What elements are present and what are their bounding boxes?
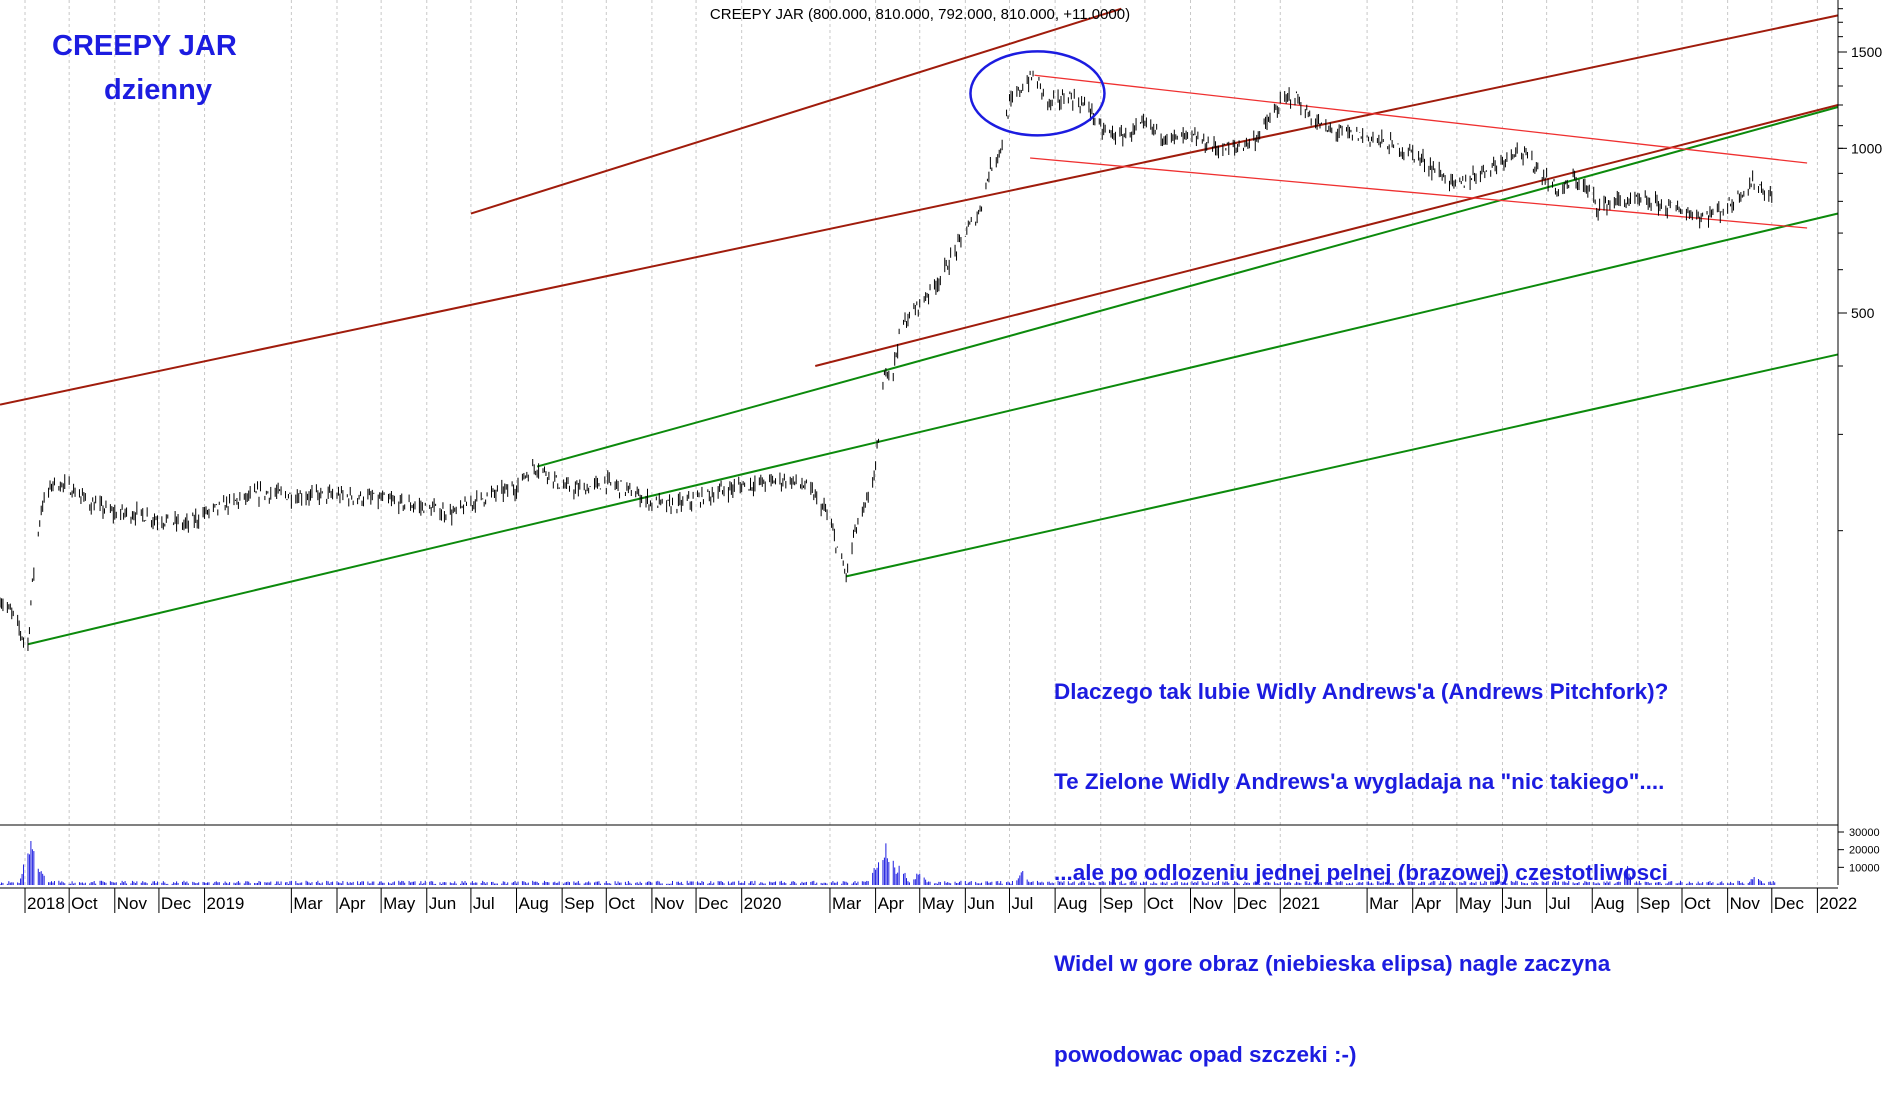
x-tick-label: 2018 <box>27 894 65 913</box>
brown-pitchfork-lower <box>815 104 1839 367</box>
x-tick-label: Oct <box>71 894 98 913</box>
ticker-line: CREEPY JAR (800.000, 810.000, 792.000, 8… <box>710 6 1130 23</box>
comment-line: Widel w gore obraz (niebieska elipsa) na… <box>1054 951 1611 977</box>
x-tick-label: May <box>1459 894 1492 913</box>
x-tick-label: Jun <box>429 894 456 913</box>
brown-pitchfork-upper <box>470 7 1122 215</box>
x-tick-label: Dec <box>161 894 192 913</box>
x-tick-label: Apr <box>1415 894 1442 913</box>
x-tick-label: Jun <box>1504 894 1531 913</box>
comment-line: ...ale po odlozeniu jednej pelnej (brazo… <box>1054 860 1668 886</box>
x-tick-label: Aug <box>1057 894 1087 913</box>
x-tick-label: 2022 <box>1819 894 1857 913</box>
x-tick-label: Apr <box>878 894 905 913</box>
x-tick-label: Sep <box>564 894 594 913</box>
highlight-ellipse-layer <box>969 50 1106 137</box>
brown-pitchfork-mid <box>0 14 1839 406</box>
x-tick-label: Nov <box>1730 894 1761 913</box>
x-tick-label: May <box>922 894 955 913</box>
volume-panel <box>0 824 1838 885</box>
x-tick-label: Nov <box>1193 894 1224 913</box>
comment-text: Dlaczego tak lubie Widly Andrews'a (Andr… <box>1054 616 1668 1101</box>
x-tick-label: Sep <box>1103 894 1133 913</box>
x-tick-label: Aug <box>519 894 549 913</box>
chart-title: CREEPY JAR <box>52 30 237 62</box>
x-tick-label: Mar <box>832 894 862 913</box>
x-tick-label: Nov <box>117 894 148 913</box>
x-tick-label: Oct <box>1147 894 1174 913</box>
x-tick-label: May <box>383 894 416 913</box>
x-tick-label: Dec <box>1774 894 1805 913</box>
highlight-ellipse <box>969 50 1106 137</box>
x-tick-label: 2019 <box>207 894 245 913</box>
x-tick-label: Jul <box>473 894 495 913</box>
y-tick-label: 1500 <box>1851 44 1882 60</box>
red-channel-upper <box>1034 74 1808 164</box>
x-tick-label: Jul <box>1012 894 1034 913</box>
volume-tick-label: 30000 <box>1849 827 1880 839</box>
x-tick-label: Apr <box>339 894 366 913</box>
x-tick-label: 2021 <box>1282 894 1320 913</box>
comment-line: Te Zielone Widly Andrews'a wygladaja na … <box>1054 769 1665 795</box>
stock-chart: 1500 1000 500 30000 20000 10000 2018 Oct Nov Dec 2… <box>0 0 1882 913</box>
x-tick-label: Mar <box>293 894 323 913</box>
x-tick-label: Sep <box>1640 894 1670 913</box>
x-tick-label: Oct <box>608 894 635 913</box>
x-tick-label: Dec <box>698 894 729 913</box>
x-tick-label: 2020 <box>744 894 782 913</box>
axes: 1500 1000 500 30000 20000 10000 2018 Oct Nov Dec 2… <box>0 0 1882 913</box>
pitchfork-lines <box>0 7 1839 646</box>
volume-tick-label: 20000 <box>1849 845 1880 857</box>
volume-tick-label: 10000 <box>1849 862 1880 874</box>
comment-line: powodowac opad szczeki :-) <box>1054 1042 1357 1068</box>
price-bars <box>0 70 1773 651</box>
green-pitchfork-upper <box>536 106 1839 468</box>
x-tick-label: Oct <box>1684 894 1711 913</box>
red-channel-lower <box>1030 157 1808 229</box>
x-tick-label: Nov <box>654 894 685 913</box>
y-tick-label: 500 <box>1851 305 1875 321</box>
x-tick-label: Mar <box>1369 894 1399 913</box>
x-tick-label: Dec <box>1237 894 1268 913</box>
x-tick-label: Aug <box>1594 894 1624 913</box>
chart-subtitle: dzienny <box>104 74 212 106</box>
green-pitchfork-lower <box>845 353 1839 578</box>
x-tick-label: Jun <box>967 894 994 913</box>
x-tick-label: Jul <box>1549 894 1571 913</box>
y-tick-label: 1000 <box>1851 140 1882 156</box>
comment-line: Dlaczego tak lubie Widly Andrews'a (Andr… <box>1054 678 1669 704</box>
green-pitchfork-mid <box>27 212 1839 646</box>
